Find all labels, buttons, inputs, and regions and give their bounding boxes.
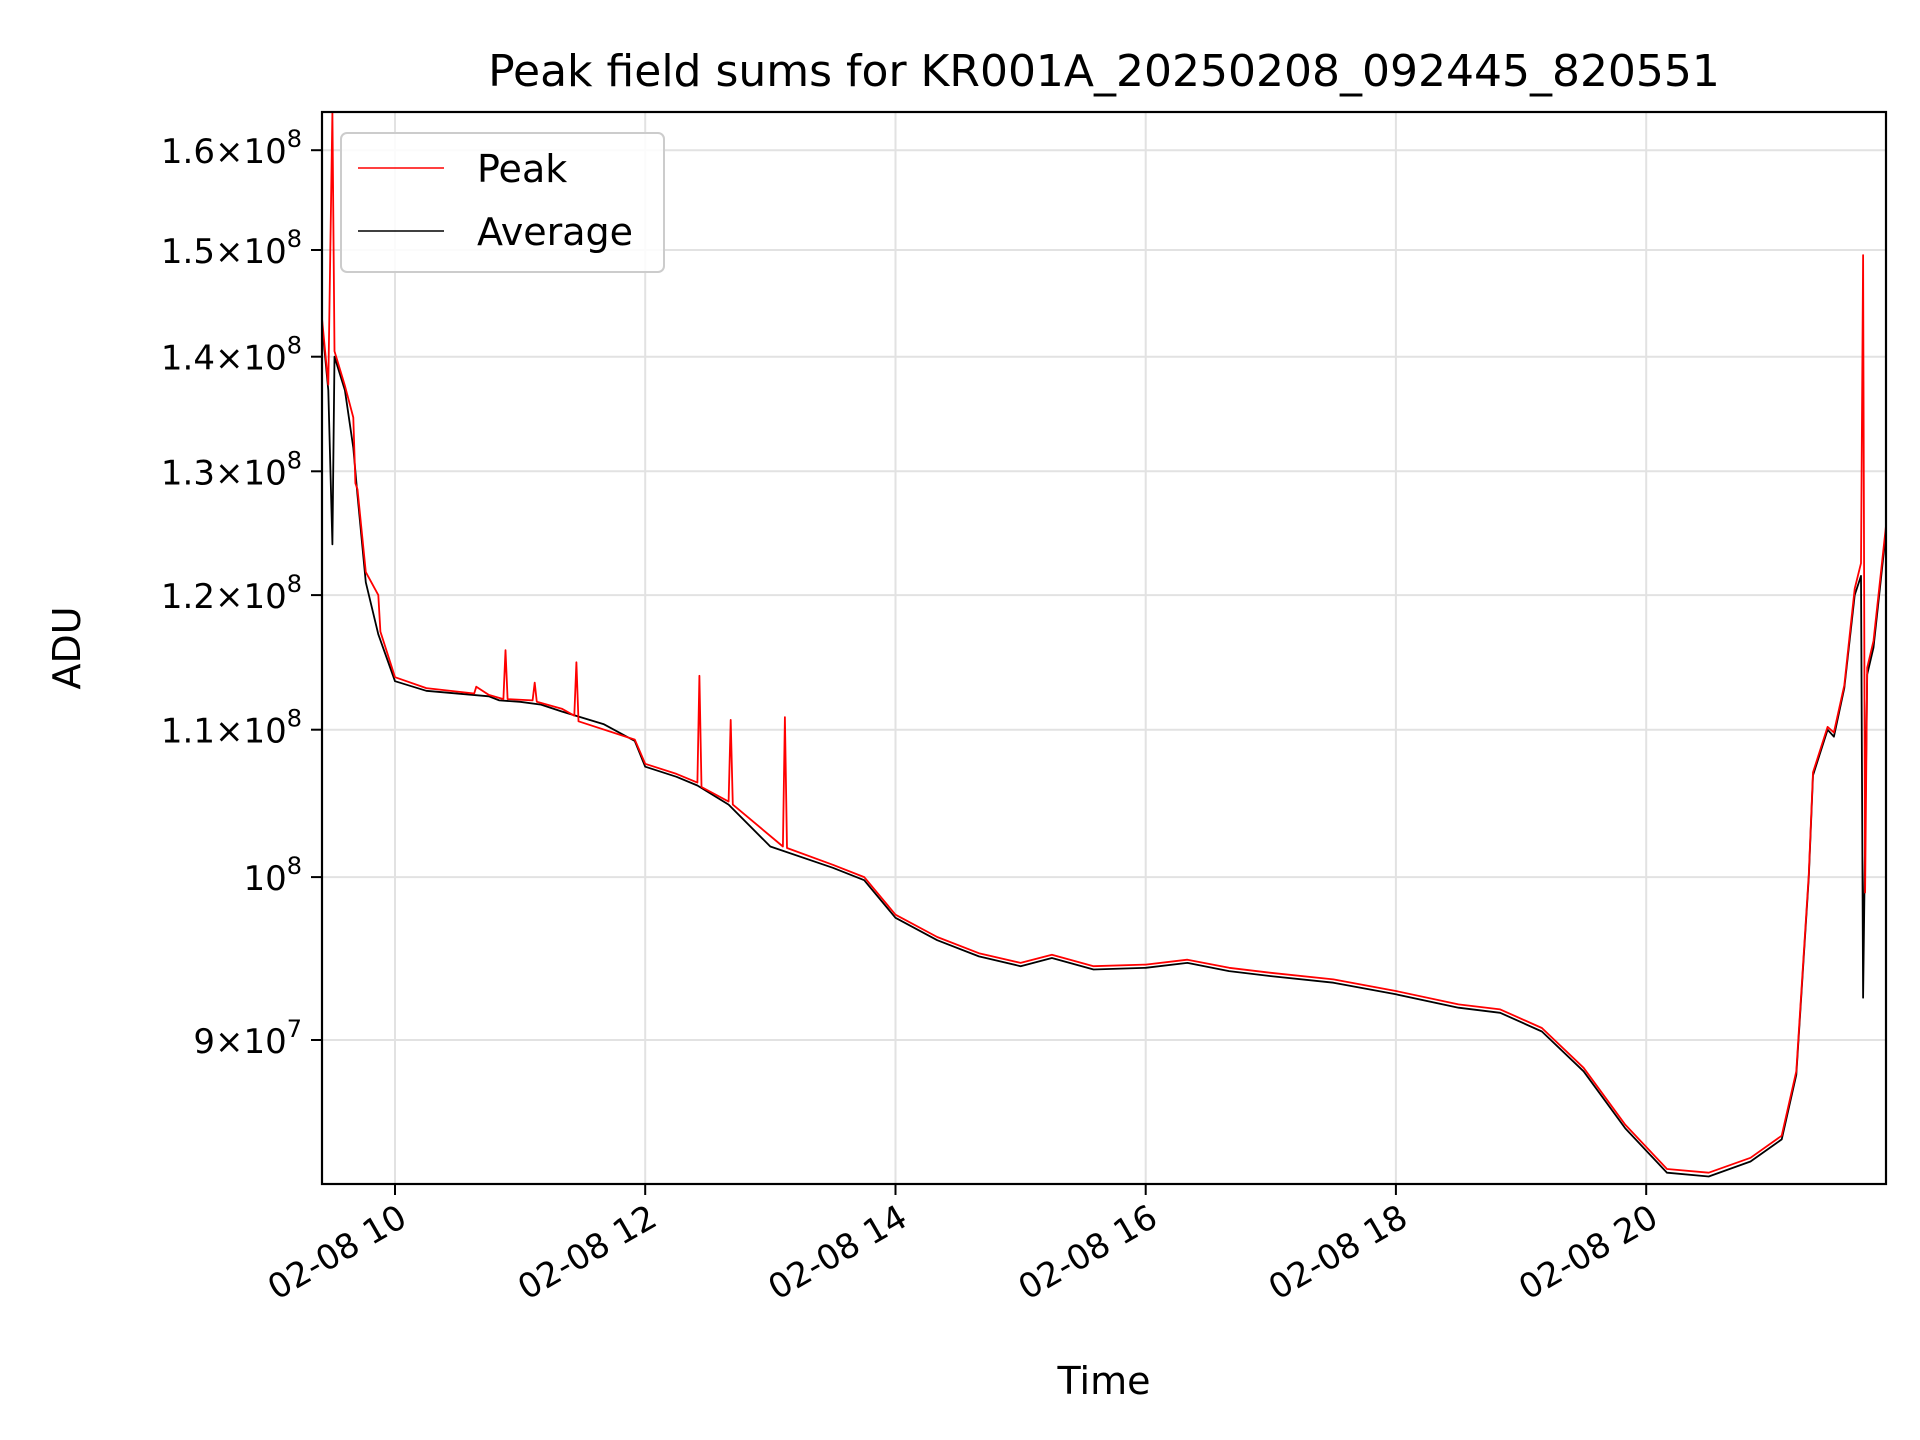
x-tick-label: 02-08 10 (261, 1197, 413, 1308)
y-tick-label: 1.4×108 (161, 332, 302, 379)
y-tick-label: 9×107 (193, 1015, 302, 1062)
y-axis-ticks: 9×107 108 1.1×108 1.2×108 1.3×108 1.4×108 1.5×… (161, 125, 322, 1062)
x-axis-label: Time (1057, 1359, 1151, 1403)
legend-label-peak: Peak (477, 147, 567, 191)
x-tick-label: 02-08 12 (511, 1197, 663, 1308)
x-axis-ticks: 02-08 10 02-08 12 02-08 14 02-08 16 02-08 18… (261, 1184, 1665, 1308)
y-tick-label: 1.5×108 (161, 225, 302, 272)
x-tick-label: 02-08 14 (762, 1197, 914, 1308)
grid-lines (322, 112, 1886, 1184)
y-tick-label: 108 (243, 852, 302, 899)
series-layer (322, 112, 1886, 1178)
legend-label-average: Average (477, 210, 633, 254)
y-axis-label: ADU (45, 606, 89, 689)
x-tick-label: 02-08 18 (1262, 1197, 1414, 1308)
y-tick-label: 1.3×108 (161, 446, 302, 493)
y-tick-label: 1.6×108 (161, 125, 302, 172)
y-tick-label: 1.1×108 (161, 705, 302, 752)
plot-frame (320, 110, 1888, 1186)
y-tick-label: 1.2×108 (161, 570, 302, 617)
series-line-peak (322, 112, 1886, 1174)
chart-title: Peak field sums for KR001A_20250208_0924… (488, 46, 1720, 97)
x-tick-label: 02-08 16 (1012, 1197, 1164, 1308)
x-tick-label: 02-08 20 (1512, 1197, 1664, 1308)
legend: Peak Average (340, 132, 665, 273)
series-line-average (322, 323, 1886, 1178)
